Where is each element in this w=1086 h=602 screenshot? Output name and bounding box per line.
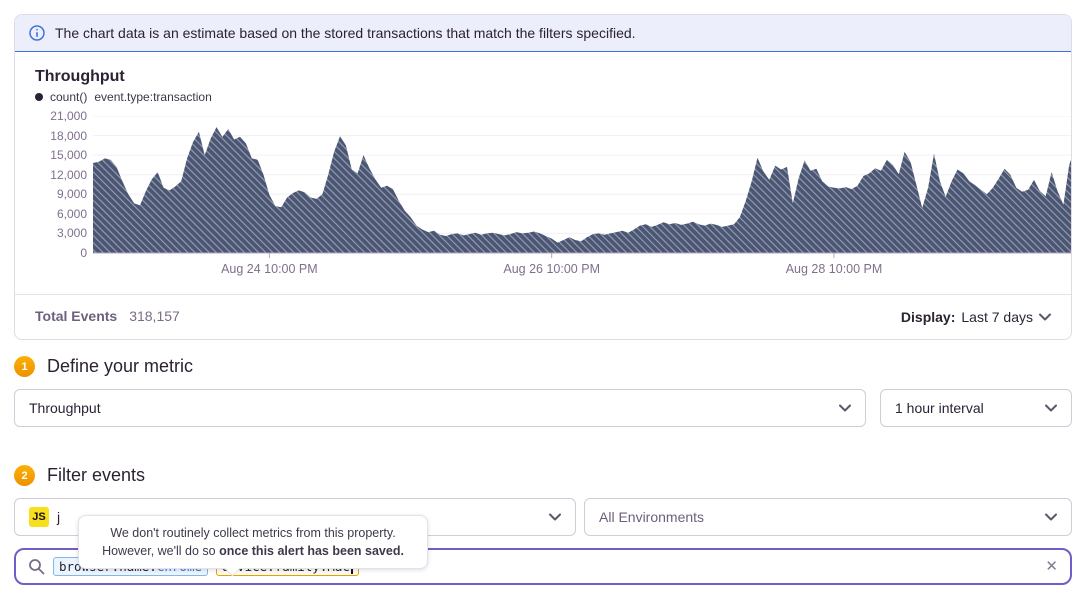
metric-select[interactable]: Throughput	[14, 389, 866, 427]
chart-footer: Total Events 318,157 Display: Last 7 days	[15, 294, 1071, 339]
project-select-value: j	[57, 509, 61, 525]
chevron-down-icon	[1045, 513, 1057, 521]
tooltip-line2-bold: once this alert has been saved.	[219, 544, 404, 559]
section-filter-events: 2 Filter events	[14, 465, 1072, 486]
info-icon	[29, 25, 45, 41]
metric-select-value: Throughput	[29, 400, 101, 416]
info-banner-text: The chart data is an estimate based on t…	[55, 25, 636, 41]
chevron-down-icon	[839, 404, 851, 412]
legend-series-filter: event.type:transaction	[94, 90, 212, 104]
step-2-badge: 2	[14, 465, 35, 486]
y-tick-label: 9,000	[56, 187, 87, 202]
chart-panel: The chart data is an estimate based on t…	[14, 14, 1072, 340]
legend-series-label: count()	[50, 90, 88, 104]
total-events-value: 318,157	[129, 308, 180, 324]
environment-select[interactable]: All Environments	[584, 498, 1072, 536]
info-banner: The chart data is an estimate based on t…	[15, 15, 1071, 52]
property-tooltip: We don't routinely collect metrics from …	[78, 515, 428, 577]
search-icon	[29, 559, 45, 575]
chevron-down-icon	[1039, 313, 1051, 321]
y-tick-label: 12,000	[50, 167, 87, 182]
section-2-title: Filter events	[47, 465, 146, 485]
step-1-badge: 1	[14, 356, 35, 377]
y-tick-label: 6,000	[56, 206, 87, 221]
y-tick-label: 15,000	[50, 148, 87, 163]
section-1-title: Define your metric	[47, 356, 194, 376]
display-label: Display:	[900, 309, 956, 325]
y-tick-label: 21,000	[50, 109, 87, 123]
y-tick-label: 3,000	[56, 226, 87, 241]
chart-legend: count() event.type:transaction	[35, 90, 1071, 104]
interval-select-value: 1 hour interval	[895, 400, 984, 416]
tooltip-line1: We don't routinely collect metrics from …	[110, 526, 396, 540]
clear-search-icon[interactable]: ✕	[1045, 558, 1058, 575]
x-tick-label: Aug 28 10:00 PM	[785, 262, 883, 276]
display-range-select[interactable]: Display: Last 7 days	[901, 309, 1051, 325]
chart-x-axis: Aug 24 10:00 PM Aug 26 10:00 PM Aug 28 10:…	[93, 262, 1071, 280]
x-tick-label: Aug 24 10:00 PM	[221, 262, 318, 276]
display-value: Last 7 days	[961, 309, 1033, 325]
y-tick-label: 18,000	[50, 128, 87, 143]
y-tick-label: 0	[80, 246, 87, 260]
legend-dot-icon	[35, 93, 43, 101]
chevron-down-icon	[1045, 404, 1057, 412]
section-define-metric: 1 Define your metric	[14, 356, 1072, 377]
total-events: Total Events 318,157	[35, 308, 180, 326]
chart-title: Throughput	[35, 68, 125, 85]
javascript-project-icon: JS	[29, 507, 49, 527]
x-tick-label: Aug 26 10:00 PM	[503, 262, 600, 276]
tooltip-line2: However, we'll do so	[102, 544, 216, 559]
metric-row: Throughput 1 hour interval	[14, 389, 1072, 427]
chevron-down-icon	[549, 513, 561, 521]
interval-select[interactable]: 1 hour interval	[880, 389, 1072, 427]
chart-y-axis: 0 3,000 6,000 9,000 12,000 15,000 18,000 21,000	[35, 109, 87, 260]
chart-section: Throughput count() event.type:transactio…	[15, 52, 1071, 280]
chart-area-svg	[93, 116, 1071, 258]
total-events-label: Total Events	[35, 308, 118, 324]
environment-select-value: All Environments	[599, 509, 705, 525]
throughput-chart: 0 3,000 6,000 9,000 12,000 15,000 18,000 21,000…	[35, 109, 1071, 280]
